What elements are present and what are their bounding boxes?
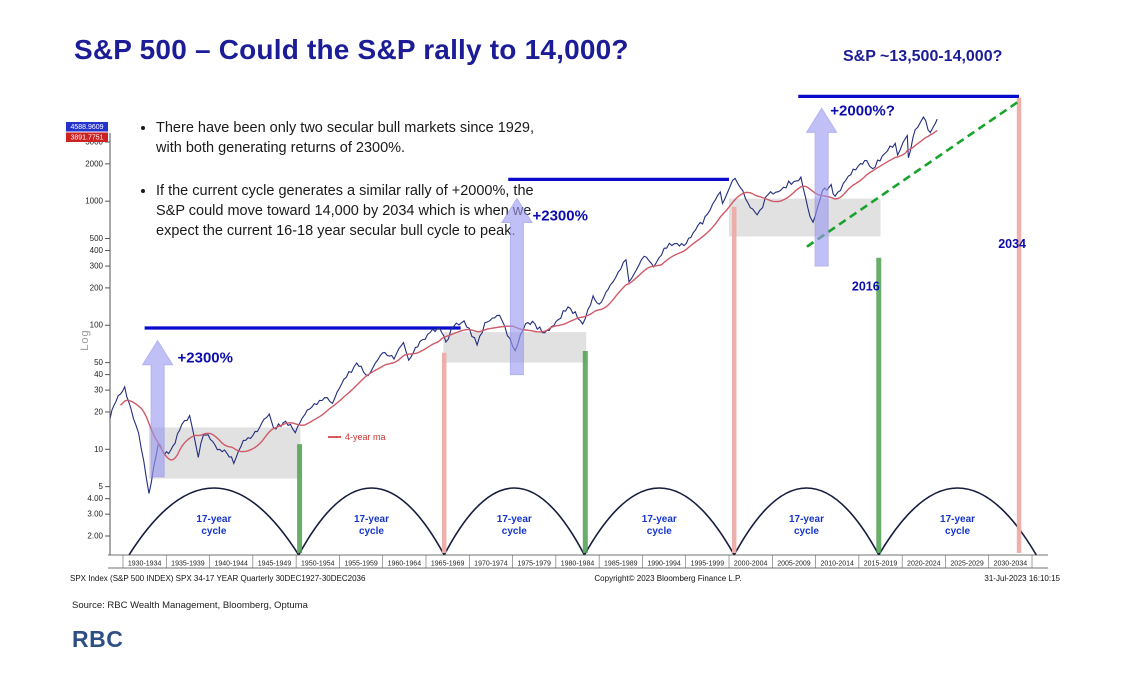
cycle-low-lines xyxy=(297,257,882,553)
svg-text:1955-1959: 1955-1959 xyxy=(344,561,378,568)
gain-labels: +2300% +2300% +2000%? xyxy=(178,103,895,367)
year-labels: 2016 2034 xyxy=(852,237,1026,294)
svg-text:cycle: cycle xyxy=(201,526,226,537)
svg-text:50: 50 xyxy=(94,358,103,367)
svg-text:200: 200 xyxy=(90,283,104,292)
svg-text:2030-2034: 2030-2034 xyxy=(994,561,1028,568)
page-title: S&P 500 – Could the S&P rally to 14,000? xyxy=(74,34,629,65)
svg-text:30: 30 xyxy=(94,386,103,395)
cycle-top-lines xyxy=(441,97,1022,553)
svg-text:1000: 1000 xyxy=(85,197,103,206)
projection-line xyxy=(806,100,1020,248)
svg-text:2015-2019: 2015-2019 xyxy=(864,561,898,568)
svg-text:1940-1944: 1940-1944 xyxy=(214,561,248,568)
svg-text:Copyright© 2023 Bloomberg Fina: Copyright© 2023 Bloomberg Finance L.P. xyxy=(594,574,741,583)
svg-text:+2000%?: +2000%? xyxy=(830,103,895,120)
svg-text:2.00: 2.00 xyxy=(87,532,103,541)
svg-text:1990-1994: 1990-1994 xyxy=(647,561,681,568)
svg-text:100: 100 xyxy=(90,321,104,330)
rbc-logo: RBC xyxy=(72,626,124,652)
svg-text:1935-1939: 1935-1939 xyxy=(171,561,205,568)
svg-text:+2300%: +2300% xyxy=(178,350,233,367)
x-axis: 1930-1934 1935-1939 1940-1944 1945-1949 1950… xyxy=(108,554,1048,569)
svg-text:1970-1974: 1970-1974 xyxy=(474,561,508,568)
cycle-arcs: 17-yearcycle17-yearcycle17-yearcycle17-y… xyxy=(128,487,1037,556)
svg-text:2005-2009: 2005-2009 xyxy=(777,561,811,568)
svg-text:2000-2004: 2000-2004 xyxy=(734,561,768,568)
svg-text:cycle: cycle xyxy=(359,526,384,537)
moving-average-line xyxy=(119,129,938,461)
svg-text:3891.7751: 3891.7751 xyxy=(70,135,103,142)
svg-text:1975-1979: 1975-1979 xyxy=(517,561,551,568)
svg-text:20: 20 xyxy=(94,407,103,416)
target-callout: S&P ~13,500-14,000? xyxy=(843,48,1003,65)
svg-text:2000: 2000 xyxy=(85,159,103,168)
chart-footer: SPX Index (S&P 500 INDEX) SPX 34-17 YEAR… xyxy=(70,574,1061,583)
svg-text:500: 500 xyxy=(90,234,104,243)
svg-text:31-Jul-2023 16:10:15: 31-Jul-2023 16:10:15 xyxy=(984,574,1060,583)
svg-text:17-year: 17-year xyxy=(196,514,231,525)
svg-text:2010-2014: 2010-2014 xyxy=(820,561,854,568)
price-tags: 4588.9609 3891.7751 xyxy=(66,122,108,142)
bullet-list: There have been only two secular bull ma… xyxy=(136,118,536,263)
bullet-item: If the current cycle generates a similar… xyxy=(156,181,536,242)
svg-text:1965-1969: 1965-1969 xyxy=(431,561,465,568)
chart-canvas: 17-yearcycle17-yearcycle17-yearcycle17-y… xyxy=(66,94,1061,583)
svg-text:10: 10 xyxy=(94,445,103,454)
svg-text:400: 400 xyxy=(90,246,104,255)
svg-text:cycle: cycle xyxy=(647,526,672,537)
ma-label: 4-year ma xyxy=(328,432,386,442)
y-axis-title: Log xyxy=(79,329,91,350)
svg-text:1995-1999: 1995-1999 xyxy=(691,561,725,568)
spx-cycle-chart: 17-year cycle 17-year cycle 17-year cycle 17-y… xyxy=(0,85,1134,595)
svg-text:4-year ma: 4-year ma xyxy=(345,432,386,442)
svg-text:17-year: 17-year xyxy=(354,514,389,525)
svg-text:1980-1984: 1980-1984 xyxy=(561,561,595,568)
svg-text:2020-2024: 2020-2024 xyxy=(907,561,941,568)
svg-text:17-year: 17-year xyxy=(642,514,677,525)
resistance-lines xyxy=(144,94,1020,330)
gain-arrows xyxy=(141,107,838,478)
svg-text:300: 300 xyxy=(90,262,104,271)
svg-text:17-year: 17-year xyxy=(940,514,975,525)
svg-text:cycle: cycle xyxy=(502,526,527,537)
svg-text:3.00: 3.00 xyxy=(87,510,103,519)
bullet-item: There have been only two secular bull ma… xyxy=(156,118,536,159)
svg-text:4.00: 4.00 xyxy=(87,494,103,503)
svg-text:cycle: cycle xyxy=(794,526,819,537)
svg-text:1930-1934: 1930-1934 xyxy=(128,561,162,568)
svg-text:+2300%: +2300% xyxy=(532,207,587,224)
svg-text:5: 5 xyxy=(99,482,104,491)
svg-text:2016: 2016 xyxy=(852,280,880,294)
svg-text:4588.9609: 4588.9609 xyxy=(70,124,103,131)
svg-text:SPX Index (S&P 500 INDEX) SPX: SPX Index (S&P 500 INDEX) SPX 34-17 YEAR… xyxy=(70,574,366,583)
svg-text:Log: Log xyxy=(79,329,91,350)
svg-text:2025-2029: 2025-2029 xyxy=(950,561,984,568)
svg-text:1960-1964: 1960-1964 xyxy=(388,561,422,568)
svg-text:cycle: cycle xyxy=(945,526,970,537)
svg-text:17-year: 17-year xyxy=(789,514,824,525)
svg-text:2034: 2034 xyxy=(998,237,1026,251)
source-note: Source: RBC Wealth Management, Bloomberg… xyxy=(72,600,308,611)
svg-text:40: 40 xyxy=(94,370,103,379)
svg-text:1945-1949: 1945-1949 xyxy=(258,561,292,568)
svg-text:1950-1954: 1950-1954 xyxy=(301,561,335,568)
svg-text:17-year: 17-year xyxy=(497,514,532,525)
svg-text:1985-1989: 1985-1989 xyxy=(604,561,638,568)
